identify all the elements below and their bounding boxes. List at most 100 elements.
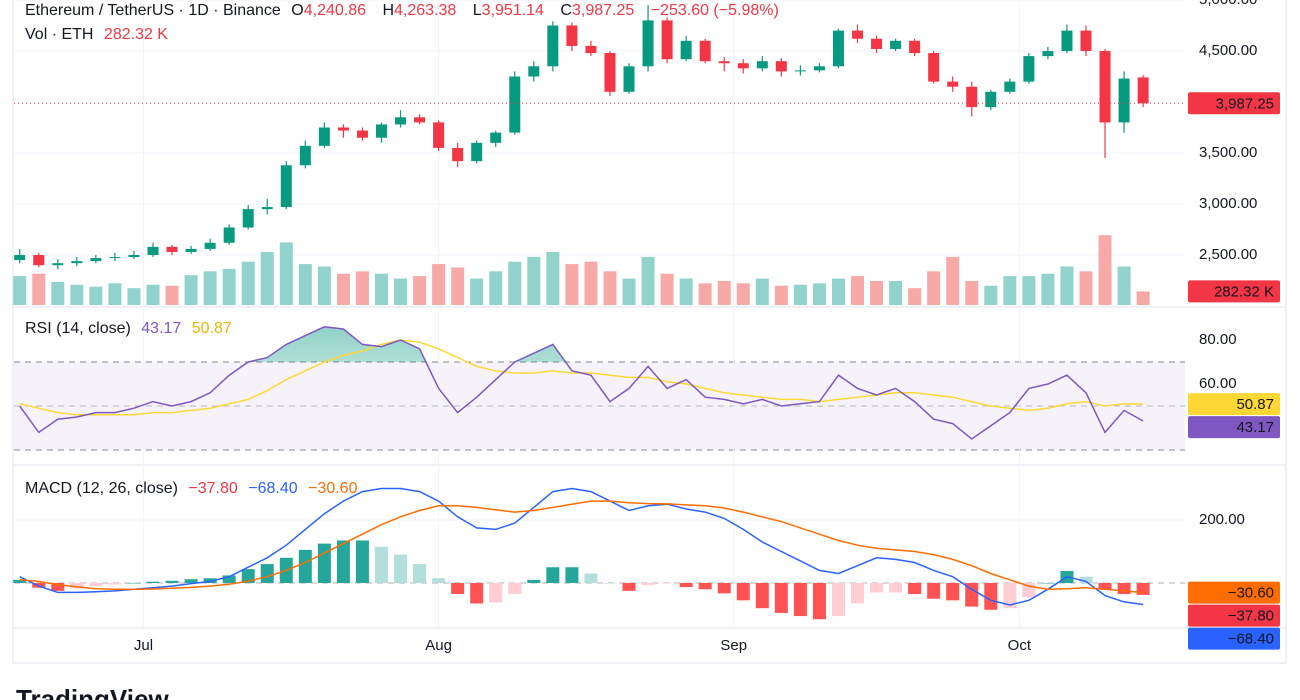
- histogram-bar: [717, 582, 731, 594]
- candle-body: [166, 246, 178, 252]
- histogram-bar: [565, 567, 579, 583]
- histogram-bar: [89, 582, 103, 587]
- candle-body: [414, 117, 426, 123]
- histogram-bar: [184, 579, 198, 583]
- candle-body: [699, 40, 711, 62]
- volume-title: Vol · ETH: [25, 26, 94, 43]
- rsi-label: 43.17: [1236, 419, 1274, 436]
- candle-body: [280, 165, 292, 208]
- histogram-bar: [108, 582, 122, 585]
- x-tick-label: Jul: [134, 637, 153, 654]
- ohlc-value: 3,951.14: [481, 2, 544, 19]
- candle-body: [185, 248, 197, 252]
- histogram-bar: [965, 582, 979, 607]
- volume-bar: [317, 266, 331, 305]
- marks-layer: [13, 5, 1185, 620]
- candle-body: [604, 53, 616, 92]
- candle-body: [337, 127, 349, 131]
- volume-bar: [660, 273, 674, 305]
- volume-bar: [717, 280, 731, 305]
- candle-body: [585, 45, 597, 54]
- candle-body: [1004, 81, 1016, 92]
- histogram-bar: [374, 546, 388, 583]
- candle-body: [890, 40, 902, 49]
- volume-bar: [1136, 291, 1150, 305]
- rsi-ma-label: 50.87: [1236, 396, 1274, 413]
- histogram-bar: [812, 582, 826, 620]
- histogram-bar: [13, 579, 27, 583]
- macd-label-box: [1188, 627, 1280, 650]
- candle-body: [204, 242, 216, 249]
- histogram-bar: [679, 582, 693, 588]
- candle-body: [452, 147, 464, 162]
- volume-bar: [641, 256, 655, 305]
- candle-body: [737, 63, 749, 69]
- candle-body: [109, 257, 121, 259]
- volume-bar: [793, 284, 807, 305]
- volume-bar: [13, 276, 27, 305]
- candle-body: [471, 142, 483, 162]
- ohlc-key: C: [560, 2, 572, 19]
- x-tick-label: Aug: [425, 637, 452, 654]
- histogram-bar: [203, 578, 217, 583]
- candle-body: [509, 76, 521, 133]
- histogram-bar: [736, 582, 750, 601]
- candle-body: [318, 127, 330, 146]
- volume-bar: [279, 242, 293, 305]
- volume-bar: [184, 275, 198, 305]
- volume-value: 282.32 K: [103, 26, 168, 43]
- candle-body: [52, 263, 64, 266]
- grid-layer: [14, 0, 1185, 628]
- macd-line: [19, 487, 1144, 606]
- histogram-bar: [622, 582, 636, 591]
- histogram-bar: [336, 540, 350, 583]
- candle-body: [966, 86, 978, 108]
- candle-body: [375, 124, 387, 138]
- candle-body: [985, 91, 997, 108]
- histogram-bar: [660, 582, 674, 584]
- candle-body: [718, 61, 730, 64]
- volume-bar: [1041, 273, 1055, 305]
- histogram-bar: [946, 582, 960, 601]
- volume-bar: [146, 284, 160, 305]
- symbol-title: Ethereum / TetherUS · 1D · Binance: [25, 2, 281, 19]
- volume-bar: [1098, 235, 1112, 305]
- volume-bar: [1022, 276, 1036, 305]
- volume-bar: [298, 264, 312, 305]
- histogram-bar: [1003, 582, 1017, 609]
- volume-bar: [489, 271, 503, 305]
- volume-bar: [584, 261, 598, 305]
- candle-body: [90, 258, 102, 262]
- y-tick-label: 3,000.00: [1199, 195, 1257, 212]
- volume-bar: [908, 288, 922, 305]
- macd-legend: MACD (12, 26, close) −37.80 −68.40 −30.6…: [25, 480, 363, 498]
- volume-bar: [394, 278, 408, 305]
- volume-bar: [1003, 276, 1017, 305]
- candle-body: [566, 25, 578, 46]
- candle-body: [623, 66, 635, 92]
- candle-body: [813, 66, 825, 71]
- y-tick-label: 80.00: [1199, 331, 1237, 348]
- volume-bar: [51, 281, 65, 305]
- histogram-bar: [984, 582, 998, 610]
- last-price-label: 3,987.25: [1216, 95, 1274, 112]
- ohlc: C3,987.25: [560, 2, 640, 19]
- volume-bar: [812, 283, 826, 305]
- volume-bar: [89, 286, 103, 305]
- volume-bar: [374, 273, 388, 305]
- histogram-bar: [527, 579, 541, 583]
- price-legend: Ethereum / TetherUS · 1D · Binance O4,24…: [25, 2, 785, 20]
- volume-bar: [70, 284, 84, 305]
- volume-bar: [698, 283, 712, 305]
- histogram-bar: [127, 582, 141, 584]
- histogram-bar: [413, 564, 427, 583]
- volume-bar: [546, 252, 560, 305]
- histogram-bar: [451, 582, 465, 595]
- rsi-value: 43.17: [141, 320, 182, 337]
- candle-body: [832, 30, 844, 67]
- y-tick-label: 200.00: [1199, 511, 1245, 528]
- histogram-bar: [470, 582, 484, 604]
- y-tick-label: 60.00: [1199, 375, 1237, 392]
